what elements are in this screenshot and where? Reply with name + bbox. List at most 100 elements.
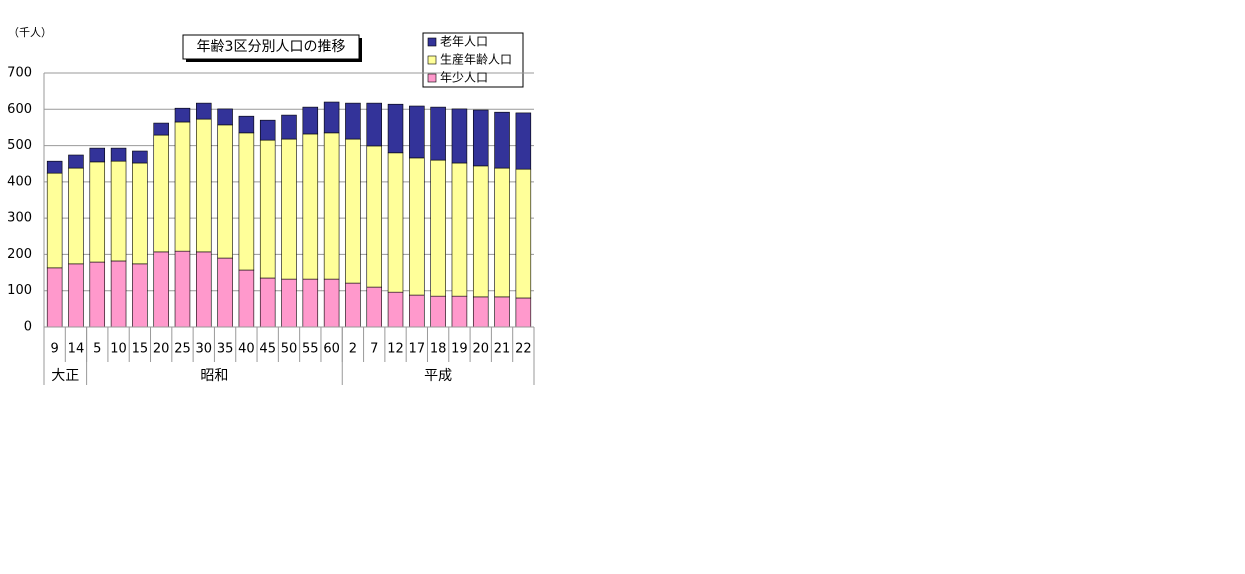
x-tick-label: 25 <box>174 342 191 357</box>
bar-segment <box>174 107 191 123</box>
x-tick-label: 50 <box>281 342 298 357</box>
group-label: 昭和 <box>200 368 228 384</box>
bar-segment <box>110 260 127 328</box>
legend-label: 年少人口 <box>440 71 488 85</box>
bar-segment <box>132 263 148 328</box>
bar-segment <box>409 105 425 159</box>
bar-segment <box>259 277 276 328</box>
bar-segment <box>515 168 532 299</box>
x-tick-label: 2 <box>349 342 357 357</box>
bar-segment <box>89 261 106 328</box>
x-tick-label: 14 <box>68 342 85 357</box>
x-tick-label: 10 <box>110 342 127 357</box>
x-tick-label: 60 <box>323 342 340 357</box>
bar-segment <box>68 167 84 265</box>
x-tick-label: 5 <box>93 342 101 357</box>
x-tick-label: 40 <box>238 342 255 357</box>
bar-segment <box>196 251 212 328</box>
x-tick-label: 12 <box>387 342 404 357</box>
bar-segment <box>430 106 446 161</box>
bar-segment <box>132 150 148 164</box>
x-tick-label: 9 <box>51 342 59 357</box>
chart-title: 年齢3区分別人口の推移 <box>197 39 346 55</box>
x-tick-label: 22 <box>515 342 532 357</box>
title-box <box>182 34 360 60</box>
bar-segment <box>196 102 212 120</box>
bar-segment <box>238 269 255 328</box>
bar-segment <box>174 121 191 252</box>
y-tick-label: 500 <box>7 138 32 153</box>
bar-segment <box>302 106 319 135</box>
bar-segment <box>345 282 361 328</box>
bar-segment <box>323 132 340 280</box>
bar-segment <box>515 297 532 328</box>
y-tick-label: 0 <box>24 320 32 335</box>
bar-segment <box>68 263 84 328</box>
legend-swatch <box>427 73 437 83</box>
y-tick-label: 600 <box>7 102 32 117</box>
bar-segment <box>472 165 489 298</box>
x-tick-label: 7 <box>370 342 378 357</box>
bar-segment <box>132 162 148 265</box>
x-tick-label: 20 <box>153 342 170 357</box>
bar-segment <box>46 160 63 174</box>
group-label: 平成 <box>424 368 452 384</box>
bar-segment <box>409 294 425 328</box>
y-tick-label: 700 <box>7 66 32 81</box>
x-tick-label: 15 <box>132 342 149 357</box>
x-tick-label: 45 <box>259 342 276 357</box>
y-tick-label: 200 <box>7 247 32 262</box>
bar-segment <box>153 122 169 136</box>
legend-box <box>422 32 524 88</box>
legend-swatch <box>427 55 437 65</box>
bar-segment <box>387 103 404 154</box>
x-tick-label: 18 <box>430 342 447 357</box>
bar-segment <box>387 291 404 328</box>
x-tick-label: 35 <box>217 342 234 357</box>
bar-segment <box>494 111 510 169</box>
bar-segment <box>89 147 106 163</box>
bar-segment <box>430 295 446 328</box>
bar-segment <box>174 250 191 328</box>
bar-segment <box>259 119 276 141</box>
x-tick-label: 30 <box>196 342 213 357</box>
x-tick-label: 21 <box>494 342 511 357</box>
bar-segment <box>366 145 382 288</box>
group-label: 大正 <box>51 368 79 384</box>
bar-segment <box>451 108 468 164</box>
bar-segment <box>281 278 297 328</box>
x-tick-label: 55 <box>302 342 319 357</box>
bar-segment <box>238 115 255 134</box>
legend-label: 老年人口 <box>440 35 488 49</box>
x-tick-label: 19 <box>451 342 468 357</box>
bar-segment <box>323 278 340 328</box>
bar-segment <box>345 102 361 140</box>
bar-segment <box>302 133 319 280</box>
bar-segment <box>472 296 489 328</box>
bar-segment <box>89 161 106 263</box>
bar-segment <box>153 134 169 253</box>
bar-segment <box>387 152 404 293</box>
y-tick-label: 300 <box>7 211 32 226</box>
bar-segment <box>302 278 319 328</box>
x-tick-label: 20 <box>472 342 489 357</box>
bar-segment <box>366 102 382 147</box>
bar-segment <box>217 108 233 126</box>
x-tick-label: 17 <box>409 342 426 357</box>
bar-segment <box>494 167 510 298</box>
y-tick-label: 100 <box>7 283 32 298</box>
y-tick-label: 400 <box>7 174 32 189</box>
legend-swatch <box>427 37 437 47</box>
bar-segment <box>472 109 489 167</box>
bar-segment <box>451 162 468 297</box>
bar-segment <box>409 157 425 296</box>
bar-segment <box>451 295 468 328</box>
bar-segment <box>153 251 169 328</box>
bar-segment <box>259 139 276 279</box>
legend-label: 生産年齢人口 <box>440 52 512 67</box>
bar-segment <box>430 159 446 297</box>
bar-segment <box>366 286 382 328</box>
bar-segment <box>323 101 340 134</box>
